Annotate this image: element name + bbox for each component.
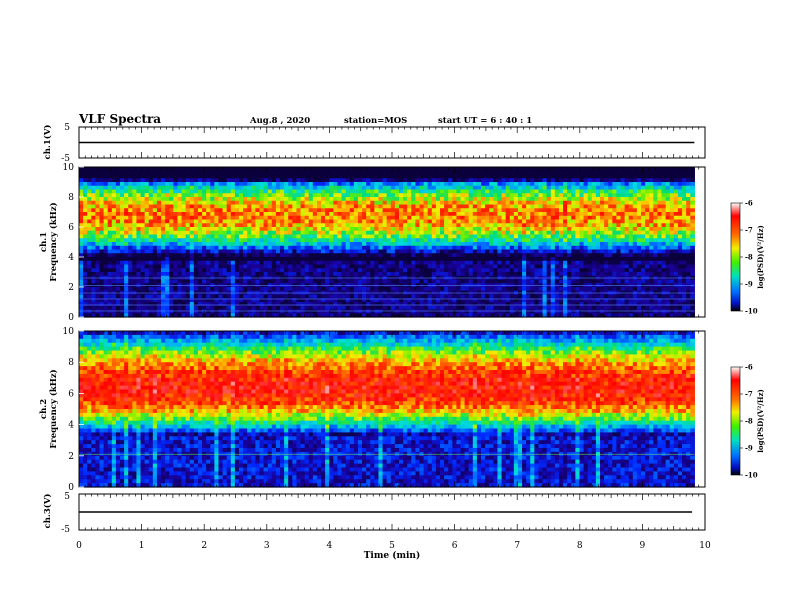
- time-tick-label: 7: [514, 541, 520, 551]
- ch1-voltage-ylabel: ch.1(V): [42, 125, 53, 160]
- frequency-tick-label: 8: [68, 193, 74, 203]
- ch1-spectrogram-image: [79, 167, 705, 318]
- ch1-colorbar: [731, 203, 740, 311]
- time-tick-label: 5: [389, 541, 395, 551]
- colorbar-tick-label: -6: [745, 199, 753, 208]
- colorbar-tick-label: -10: [745, 307, 758, 316]
- time-tick-label: 6: [452, 541, 458, 551]
- frequency-tick-label: 10: [63, 327, 75, 337]
- ch2-colorbar-label: log(PSD)(V²/Hz): [756, 389, 765, 453]
- frequency-tick-label: 0: [68, 313, 74, 323]
- frequency-tick-label: 10: [63, 163, 75, 173]
- frequency-tick-label: 4: [68, 253, 74, 263]
- colorbar-tick-label: -7: [745, 390, 753, 399]
- date-label: Aug.8 , 2020: [249, 116, 310, 126]
- time-tick-label: 10: [699, 541, 711, 551]
- ch1-colorbar-label: log(PSD)(V²/Hz): [756, 225, 765, 289]
- ch1-ytick-top: 5: [64, 123, 70, 133]
- ch2-spectrogram-image: [79, 331, 705, 488]
- figure-title: VLF Spectra: [78, 112, 161, 126]
- colorbar-tick-label: -8: [745, 253, 753, 262]
- frequency-tick-label: 6: [68, 389, 74, 399]
- start-time-label: start UT = 6 : 40 : 1: [438, 116, 532, 126]
- time-tick-label: 9: [640, 541, 646, 551]
- frequency-tick-label: 2: [68, 283, 74, 293]
- ch3-ytick-bottom: -5: [61, 525, 70, 535]
- colorbar-tick-label: -9: [745, 444, 753, 453]
- time-tick-label: 1: [139, 541, 145, 551]
- ch1-spectrogram-panel: 10 8 6 4 2 0 ch.1 Frequency (kHz) -6 -7 -8 -9 -10…: [39, 163, 765, 323]
- frequency-tick-label: 2: [68, 452, 74, 462]
- ch2-spectrogram-ylabel-channel: ch.2: [39, 399, 49, 419]
- time-tick-label: 4: [327, 541, 333, 551]
- time-axis-label: Time (min): [364, 550, 421, 561]
- ch3-ytick-top: 5: [64, 492, 70, 502]
- time-tick-label: 2: [201, 541, 207, 551]
- colorbar-tick-label: -7: [745, 226, 753, 235]
- station-label: station=MOS: [344, 116, 407, 126]
- colorbar-tick-label: -10: [745, 471, 758, 480]
- colorbar-tick-label: -8: [745, 417, 753, 426]
- frequency-tick-label: 6: [68, 223, 74, 233]
- frequency-tick-label: 4: [68, 421, 74, 431]
- time-tick-label: 0: [76, 541, 82, 551]
- ch1-spectrogram-ylabel-channel: ch.1: [39, 232, 49, 252]
- ch2-colorbar: [731, 367, 740, 475]
- frequency-tick-label: 8: [68, 358, 74, 368]
- time-tick-label: 8: [577, 541, 583, 551]
- colorbar-tick-label: -9: [745, 280, 753, 289]
- ch3-voltage-ylabel: ch.3(V): [42, 494, 53, 529]
- colorbar-tick-label: -6: [745, 363, 753, 372]
- time-tick-label: 3: [264, 541, 270, 551]
- ch1-spectrogram-ylabel: Frequency (kHz): [48, 202, 59, 281]
- ch2-spectrogram-ylabel: Frequency (kHz): [48, 369, 59, 448]
